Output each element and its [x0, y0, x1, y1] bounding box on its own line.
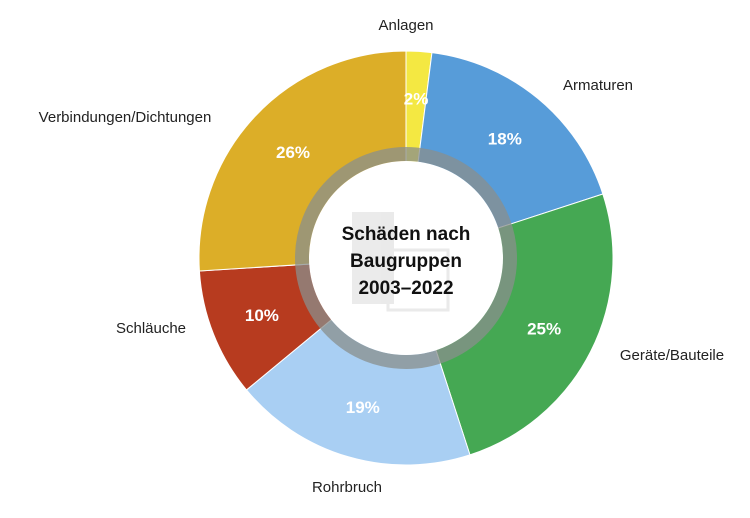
slice-value-label: 25% [527, 319, 561, 338]
chart-title-line-1: Schäden nach [342, 224, 471, 245]
slice-value-label: 10% [245, 306, 279, 325]
slice-value-label: 2% [404, 89, 429, 108]
chart-title-line-3: 2003–2022 [358, 278, 453, 299]
slice-category-label: Verbindungen/Dichtungen [39, 109, 212, 126]
center-hole [309, 161, 503, 355]
chart-title-line-2: Baugruppen [350, 251, 462, 272]
slice-category-label: Geräte/Bauteile [620, 347, 724, 364]
slice-category-label: Rohrbruch [312, 479, 382, 496]
watermark-logo [352, 212, 450, 312]
slice-value-label: 19% [346, 398, 380, 417]
slice-category-label: Armaturen [563, 77, 633, 94]
slice-value-label: 18% [488, 130, 522, 149]
slice-value-label: 26% [276, 143, 310, 162]
center-ring [295, 147, 517, 369]
slice-category-label: Schläuche [116, 320, 186, 337]
slice-category-label: Anlagen [378, 17, 433, 34]
